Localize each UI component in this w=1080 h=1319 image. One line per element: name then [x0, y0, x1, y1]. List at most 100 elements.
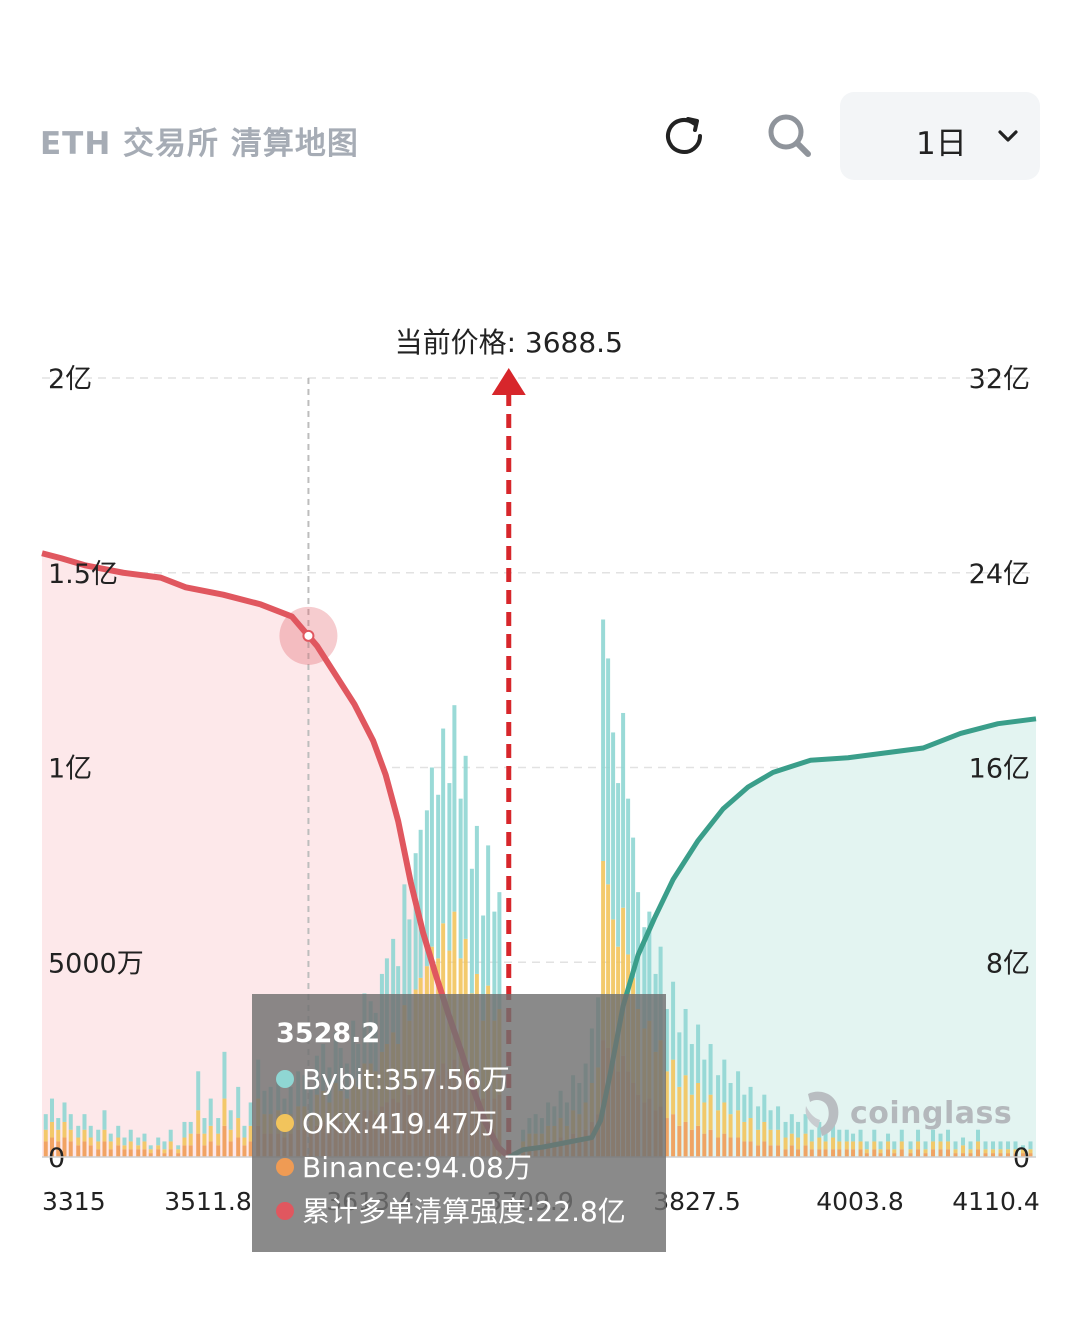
bar-okx	[858, 1141, 863, 1150]
bar-bybit	[878, 1141, 883, 1150]
bar-binance	[768, 1145, 773, 1157]
right-axis-tick-label: 16亿	[969, 754, 1030, 785]
bar-okx	[76, 1137, 81, 1146]
bar-okx	[768, 1129, 773, 1146]
bar-bybit	[647, 911, 652, 1021]
bar-bybit	[418, 829, 423, 978]
bar-okx	[222, 1098, 227, 1126]
tooltip-long-cumulative-value: 累计多单清算强度:22.8亿	[302, 1195, 626, 1228]
bar-bybit	[413, 853, 418, 990]
bar-binance	[858, 1149, 863, 1157]
tooltip: 3528.2 Bybit:357.56万 OKX:419.47万 Binance…	[252, 994, 666, 1252]
axes: 05000万1亿1.5亿2亿08亿16亿24亿32亿33153511.83613…	[42, 364, 1040, 1216]
bar-binance	[756, 1145, 761, 1157]
bar-bybit	[208, 1098, 213, 1126]
bar-binance	[176, 1153, 181, 1157]
bar-bybit	[768, 1110, 773, 1130]
bar-bybit	[716, 1075, 721, 1111]
bar-okx	[142, 1141, 147, 1150]
bar-bybit	[908, 1141, 913, 1150]
bar-okx	[923, 1149, 928, 1154]
bar-binance	[878, 1153, 883, 1157]
bar-okx	[762, 1121, 767, 1142]
bar-binance	[748, 1141, 753, 1157]
bar-bybit	[762, 1094, 767, 1122]
bar-bybit	[621, 712, 626, 908]
bar-okx	[242, 1137, 247, 1146]
bar-okx	[156, 1145, 161, 1150]
bar-okx	[789, 1133, 794, 1146]
bar-bybit	[642, 927, 647, 1029]
bar-okx	[43, 1129, 48, 1142]
bar-okx	[96, 1141, 101, 1150]
search-button[interactable]	[762, 108, 818, 164]
period-select[interactable]: 1日	[840, 92, 1040, 180]
bar-bybit	[497, 892, 502, 1009]
bar-bybit	[748, 1086, 753, 1119]
bar-okx	[931, 1141, 936, 1150]
bar-binance	[677, 1125, 682, 1157]
bar-okx	[116, 1137, 121, 1146]
bar-binance	[62, 1137, 67, 1157]
bar-binance	[783, 1149, 788, 1157]
bar-bybit	[242, 1125, 247, 1138]
bar-bybit	[486, 845, 491, 986]
bar-binance	[236, 1137, 241, 1157]
bar-okx	[938, 1141, 943, 1150]
bar-bybit	[441, 728, 446, 924]
x-axis-tick-label: 3511.8	[164, 1187, 251, 1216]
bar-bybit	[606, 658, 611, 885]
bar-bybit	[968, 1141, 973, 1150]
right-axis-tick-label: 32亿	[969, 364, 1030, 395]
bar-binance	[998, 1153, 1003, 1157]
bar-okx	[817, 1137, 822, 1150]
refresh-button[interactable]	[656, 108, 712, 164]
tooltip-row-binance: Binance:94.08万	[276, 1146, 532, 1186]
right-axis-tick-label: 0	[1013, 1143, 1030, 1174]
bar-okx	[236, 1118, 241, 1138]
bar-bybit	[601, 619, 606, 861]
bar-okx	[864, 1149, 869, 1154]
bar-okx	[803, 1133, 808, 1146]
bar-okx	[68, 1129, 73, 1142]
bar-bybit	[436, 794, 441, 959]
bar-binance	[168, 1149, 173, 1157]
bar-okx	[677, 1086, 682, 1126]
bar-binance	[671, 1114, 676, 1157]
hover-point	[302, 629, 315, 642]
bar-okx	[136, 1145, 141, 1150]
bar-okx	[776, 1129, 781, 1146]
bar-binance	[76, 1145, 81, 1157]
bar-bybit	[953, 1141, 958, 1150]
bar-okx	[452, 911, 457, 1060]
bar-binance	[68, 1141, 73, 1157]
bar-binance	[202, 1145, 207, 1157]
bar-okx	[696, 1082, 701, 1126]
bar-bybit	[196, 1071, 201, 1111]
watermark-text: coinglass	[850, 1096, 1013, 1131]
bar-bybit	[429, 767, 434, 947]
bar-binance	[976, 1149, 981, 1157]
bar-bybit	[128, 1129, 133, 1142]
bar-binance	[248, 1141, 253, 1157]
bar-binance	[938, 1149, 943, 1157]
right-axis-tick-label: 8亿	[986, 948, 1030, 979]
bar-binance	[148, 1153, 153, 1157]
bar-okx	[208, 1125, 213, 1142]
bar-okx	[62, 1121, 67, 1138]
bar-bybit	[677, 1032, 682, 1087]
bar-bybit	[447, 783, 452, 951]
bar-bybit	[611, 732, 616, 920]
bar-bybit	[202, 1118, 207, 1134]
tooltip-bybit-value: Bybit:357.56万	[302, 1063, 510, 1096]
bar-okx	[88, 1137, 93, 1146]
bar-bybit	[983, 1141, 988, 1150]
bar-bybit	[68, 1114, 73, 1130]
long-cumulative-dot	[276, 1202, 294, 1220]
bybit-dot	[276, 1070, 294, 1088]
bar-binance	[122, 1149, 127, 1157]
bar-bybit	[658, 946, 663, 1041]
bar-bybit	[1028, 1141, 1033, 1150]
bar-binance	[946, 1149, 951, 1157]
bar-binance	[837, 1149, 842, 1157]
